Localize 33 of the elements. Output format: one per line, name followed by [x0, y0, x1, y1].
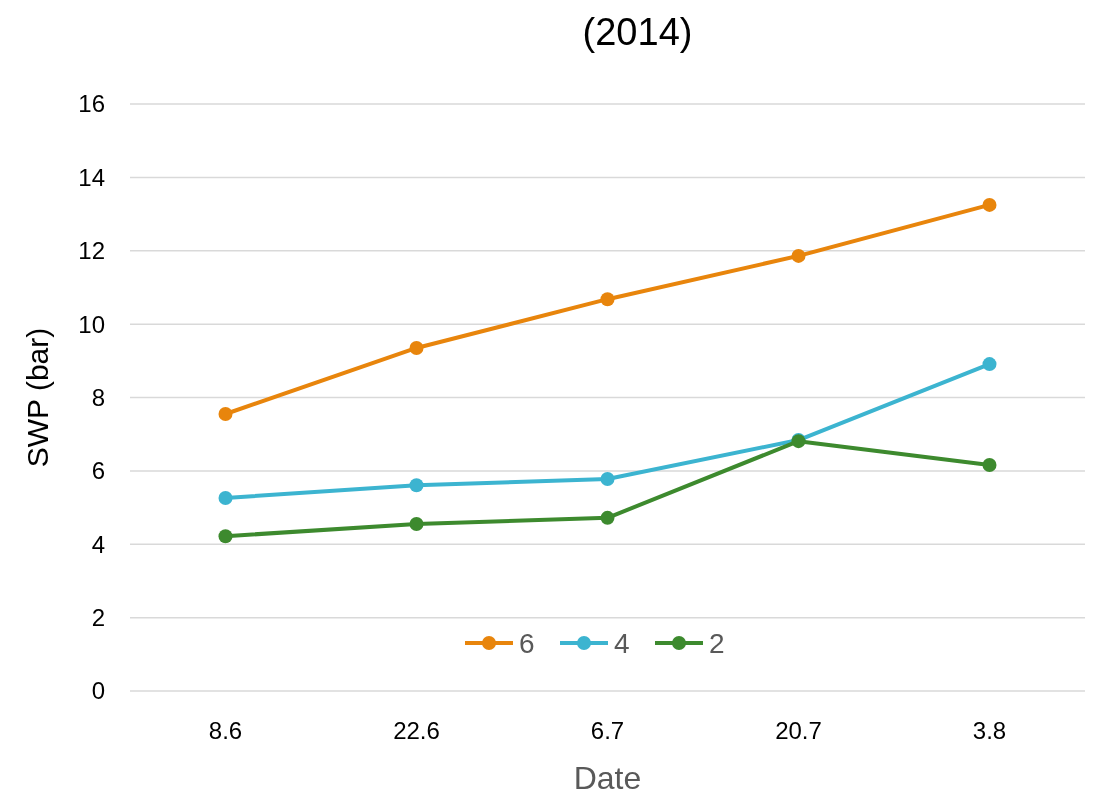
y-tick-label: 0 [91, 677, 105, 705]
point [218, 407, 233, 422]
y-tick-label: 2 [91, 604, 105, 632]
point [791, 248, 806, 263]
point [409, 517, 424, 532]
y-tick-label: 12 [78, 237, 105, 265]
point [218, 529, 233, 544]
point [600, 510, 615, 525]
x-tick-label: 8.6 [208, 717, 243, 744]
y-tick-label: 10 [78, 310, 105, 338]
point [409, 340, 424, 355]
x-axis-title: Date [573, 760, 642, 796]
legend-label: 2 [709, 627, 725, 659]
point [982, 197, 997, 212]
x-tick-label: 22.6 [393, 717, 440, 744]
x-tick-label: 6.7 [590, 717, 625, 744]
y-tick-label: 6 [91, 457, 105, 485]
legend-label: 6 [519, 627, 535, 659]
y-tick-label: 8 [91, 383, 105, 411]
x-tick-label: 20.7 [775, 717, 822, 744]
chart-title: (2014) [582, 11, 693, 53]
y-tick-label: 16 [78, 90, 105, 118]
x-tick-label: 3.8 [972, 717, 1007, 744]
y-tick-label: 4 [91, 530, 105, 558]
point [600, 471, 615, 486]
y-axis-title: SWP (bar) [21, 327, 54, 468]
legend-label: 4 [614, 627, 630, 659]
point [982, 357, 997, 372]
point [982, 458, 997, 473]
point [600, 292, 615, 307]
point [409, 478, 424, 493]
y-tick-label: 14 [78, 163, 105, 191]
point [218, 491, 233, 506]
